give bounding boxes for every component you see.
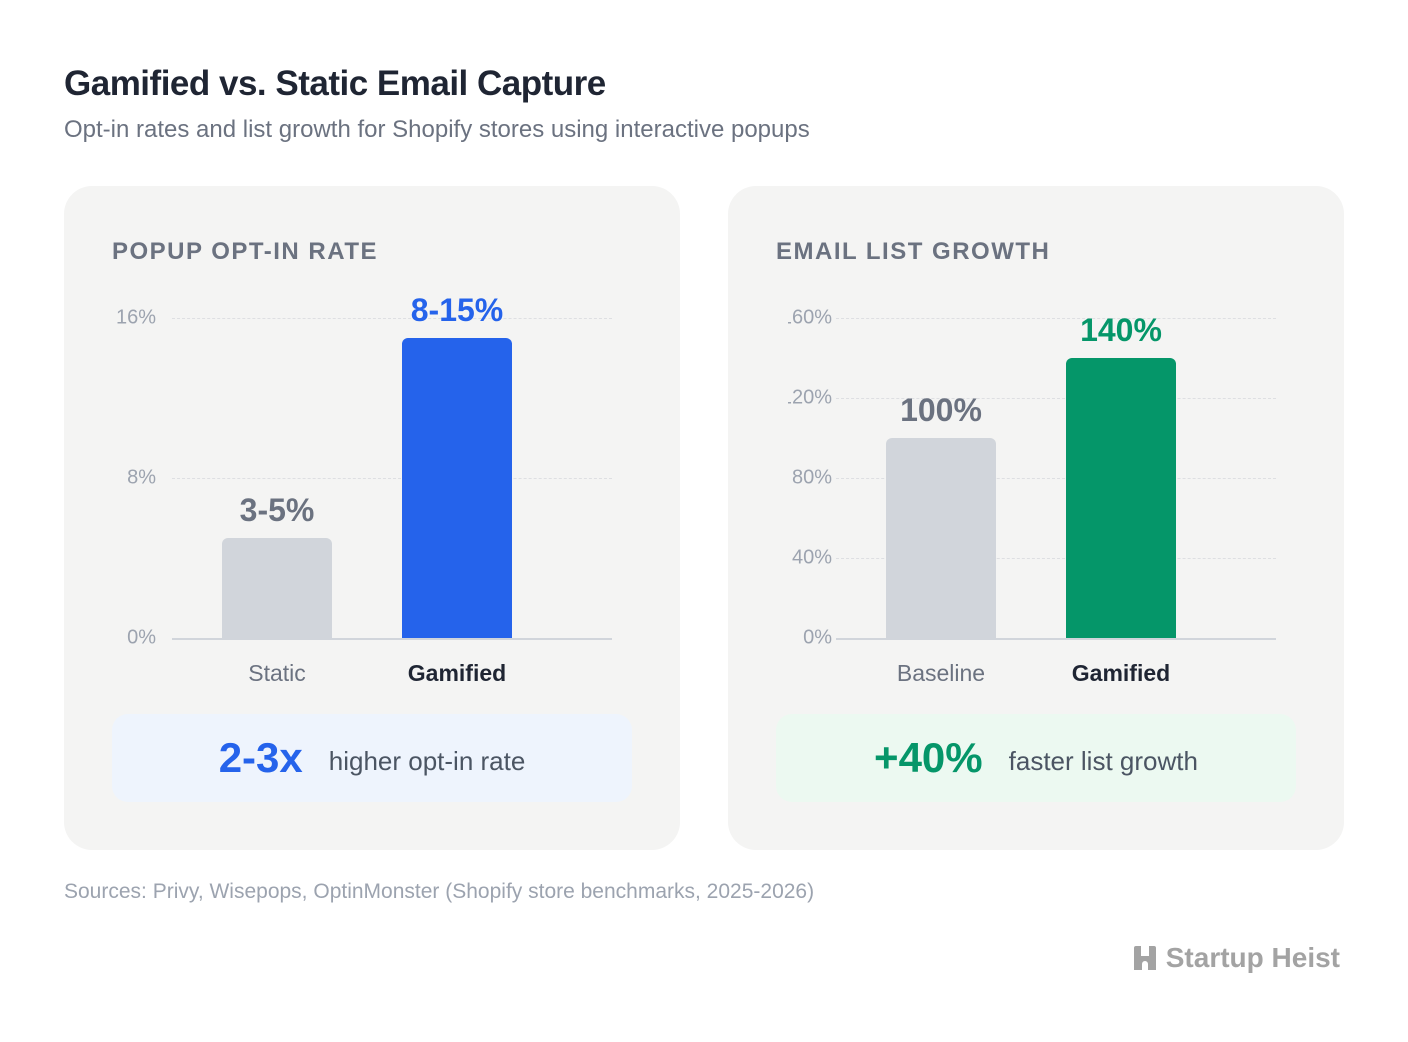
sources-note: Sources: Privy, Wisepops, OptinMonster (… (64, 880, 815, 903)
bar-gamified (402, 338, 512, 638)
y-tick-label: 160% (788, 308, 832, 329)
gridline (836, 558, 1276, 559)
y-tick-label: 0% (127, 626, 156, 649)
chart-subtitle: Opt-in rates and list growth for Shopify… (64, 116, 810, 143)
y-tick-label: 8% (127, 466, 156, 489)
opt-in-rate-card: POPUP OPT-IN RATE 0% 8% 16% 3-5% Static 8-15%… (64, 186, 680, 850)
y-tick-label: 80% (791, 466, 832, 489)
y-tick-label: 0% (803, 626, 832, 649)
x-tick-label: Static (248, 660, 306, 686)
callout: 2-3x higher opt-in rate (112, 714, 632, 802)
callout-text: higher opt-in rate (328, 745, 526, 776)
plot-area: 0% 40% 80% 120% 160% 100% Baseline 140% Gamified (788, 308, 1276, 686)
gridline (836, 478, 1276, 479)
y-tick-label: 120% (788, 386, 832, 409)
gridline (172, 318, 612, 319)
x-axis-line (836, 638, 1276, 640)
y-tick-label: 16% (115, 306, 156, 329)
x-axis-line (172, 638, 612, 640)
y-tick-label: 40% (791, 546, 832, 569)
data-label: 140% (1080, 312, 1162, 348)
y-axis-labels: 0% 40% 80% 120% 160% (788, 308, 832, 648)
list-growth-card: EMAIL LIST GROWTH 0% 40% 80% 120% 160% 100% Ba… (728, 186, 1344, 850)
data-label: 100% (900, 392, 982, 428)
logo-text: Startup Heist (1165, 942, 1340, 973)
bar-baseline (886, 438, 996, 638)
h-building-icon (1133, 946, 1156, 970)
bar-gamified (1066, 358, 1176, 638)
callout-text: faster list growth (1008, 745, 1198, 776)
gridline (172, 478, 612, 479)
chart-title: Gamified vs. Static Email Capture (64, 64, 606, 103)
panel-title: POPUP OPT-IN RATE (112, 238, 378, 265)
data-label: 3-5% (239, 492, 315, 528)
x-tick-label: Gamified (407, 660, 507, 686)
data-label: 8-15% (410, 292, 504, 328)
gridline (836, 398, 1276, 399)
panel-title: EMAIL LIST GROWTH (776, 238, 1051, 265)
gridline (836, 318, 1276, 319)
x-tick-label: Gamified (1071, 660, 1171, 686)
callout-value: +40% (874, 734, 983, 781)
x-tick-label: Baseline (896, 660, 986, 686)
plot-area: 0% 8% 16% 3-5% Static 8-15% Gamified (116, 292, 612, 686)
callout-value: 2-3x (218, 734, 303, 781)
callout: +40% faster list growth (776, 714, 1296, 802)
logo: Startup Heist (1132, 942, 1340, 974)
bar-static (222, 538, 332, 638)
